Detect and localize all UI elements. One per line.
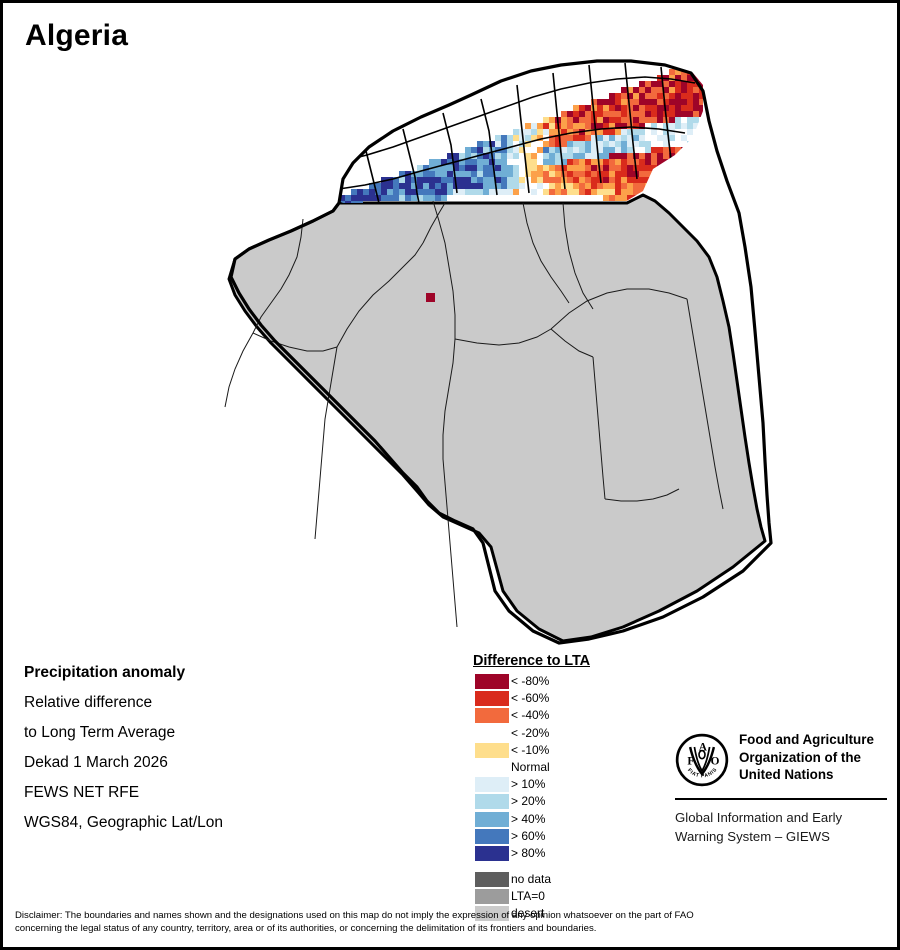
legend-item-row[interactable]: Normal: [473, 759, 643, 776]
legend-item-swatch: [475, 726, 509, 741]
isolated-dry-anomaly-pixel: [426, 293, 435, 302]
legend-item-swatch: [475, 794, 509, 810]
legend-item-row[interactable]: > 80%: [473, 845, 643, 862]
legend-extra-swatch: [475, 889, 509, 905]
legend-extra-label: desert: [511, 906, 545, 921]
desc-line-4: Dekad 1 March 2026: [24, 754, 168, 771]
legend-item-label: < -10%: [511, 742, 550, 757]
legend-item-row[interactable]: > 10%: [473, 776, 643, 793]
giews-programme-name: Global Information and Early Warning Sys…: [675, 809, 893, 846]
legend-item-swatch: [475, 811, 509, 827]
legend-extra-label: no data: [511, 872, 552, 887]
desc-line-6: WGS84, Geographic Lat/Lon: [24, 814, 224, 831]
legend-extra-swatch: [475, 906, 509, 922]
fao-org-line-3: United Nations: [739, 767, 834, 782]
legend-item-swatch: [475, 777, 509, 793]
fao-wheat-logo-icon: F A O FIAT PANIS: [675, 733, 729, 787]
legend-title: Difference to LTA: [473, 653, 590, 669]
legend-item-label: > 80%: [511, 845, 546, 860]
legend-item-label: > 60%: [511, 828, 546, 843]
fao-org-line-1: Food and Agriculture: [739, 732, 874, 747]
legend-extra-row[interactable]: desert: [473, 905, 643, 922]
legend-item-label: < -40%: [511, 708, 550, 723]
legend-extra-swatch: [475, 872, 509, 888]
legend-item-row[interactable]: > 40%: [473, 811, 643, 828]
page-title: Algeria: [25, 19, 129, 52]
map-description-block: Precipitation anomaly Relative differenc…: [24, 658, 324, 838]
legend-extra-rows: no data LTA=0 desert: [473, 871, 643, 923]
map-desert-region: [227, 193, 767, 643]
legend-item-swatch: [475, 691, 509, 707]
legend-item-label: Normal: [511, 759, 550, 774]
fao-divider: [675, 798, 887, 800]
legend-item-row[interactable]: < -80%: [473, 673, 643, 690]
legend-extra-label: LTA=0: [511, 889, 545, 904]
desc-line-5: FEWS NET RFE: [24, 784, 140, 801]
fao-org-line-2: Organization of the: [739, 749, 861, 765]
legend-item-row[interactable]: < -60%: [473, 690, 643, 707]
country-outline: [229, 59, 773, 645]
desc-line-1: Precipitation anomaly: [24, 664, 186, 681]
svg-text:F: F: [687, 755, 694, 767]
legend-item-row[interactable]: < -10%: [473, 742, 643, 759]
svg-text:A: A: [699, 741, 708, 753]
svg-text:O: O: [711, 755, 720, 767]
legend-item-row[interactable]: > 60%: [473, 828, 643, 845]
legend-spacer: [473, 862, 643, 871]
fao-branding-block: F A O FIAT PANIS Food and Agriculture Or…: [675, 731, 893, 846]
giews-line-1: Global Information and Early: [675, 810, 843, 825]
legend-extra-row[interactable]: no data: [473, 871, 643, 888]
legend-item-row[interactable]: < -20%: [473, 725, 643, 742]
province-boundaries-north: [338, 62, 696, 203]
legend-item-swatch: [475, 742, 509, 758]
legend-item-label: < -80%: [511, 674, 550, 688]
legend-item-label: > 20%: [511, 794, 546, 809]
algeria-choropleth-map[interactable]: [3, 51, 897, 651]
legend-item-swatch: [475, 708, 509, 724]
legend-item-row[interactable]: < -40%: [473, 707, 643, 724]
disclaimer-line-2: concerning the legal status of any count…: [15, 923, 597, 935]
legend-item-label: > 40%: [511, 811, 546, 826]
anomaly-raster-layer: [338, 69, 703, 203]
province-boundaries: [224, 200, 724, 628]
legend-item-swatch: [475, 674, 509, 689]
desc-line-2: Relative difference: [24, 694, 153, 711]
legend-item-label: > 10%: [511, 777, 546, 792]
legend-item-label: < -60%: [511, 691, 550, 706]
legend-extra-row[interactable]: LTA=0: [473, 888, 643, 905]
disclaimer-line-1: Disclaimer: The boundaries and names sho…: [15, 910, 694, 921]
disclaimer-text: Disclaimer: The boundaries and names sho…: [15, 909, 887, 936]
map-canvas[interactable]: [3, 51, 897, 651]
legend-item-row[interactable]: > 20%: [473, 793, 643, 810]
legend-item-swatch: [475, 828, 509, 844]
map-legend: Difference to LTA < -80% < -60% < -40% < -2…: [473, 653, 643, 923]
giews-line-2: Warning System – GIEWS: [675, 828, 830, 844]
legend-item-swatch: [475, 845, 509, 861]
legend-rows: < -80% < -60% < -40% < -20% < -10% Normal > 10…: [473, 673, 643, 862]
desc-line-3: to Long Term Average: [24, 724, 176, 741]
legend-item-label: < -20%: [511, 725, 550, 740]
fao-organization-name: Food and Agriculture Organization of the…: [739, 731, 874, 784]
